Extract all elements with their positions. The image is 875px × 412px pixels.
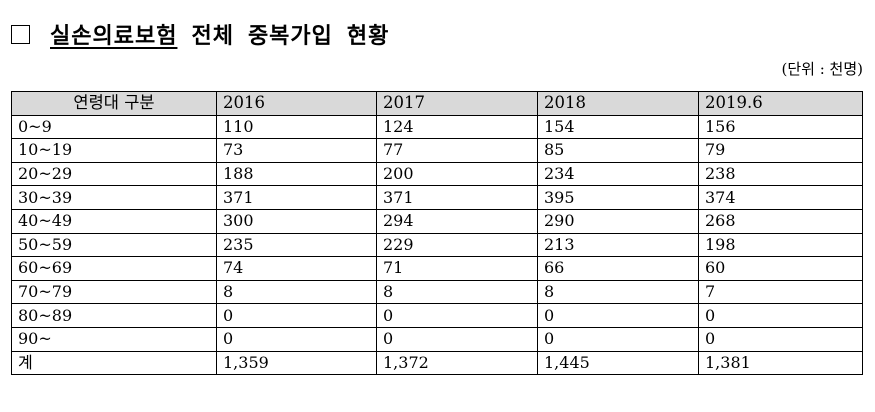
value-cell: 371 xyxy=(216,185,377,210)
table-row: 70~79 8 8 8 7 xyxy=(11,279,863,305)
value-cell: 1,381 xyxy=(698,350,863,376)
value-cell: 198 xyxy=(698,232,863,258)
value-cell: 213 xyxy=(537,232,699,258)
value-cell: 235 xyxy=(216,232,377,258)
age-group-cell: 90~ xyxy=(11,326,217,352)
value-cell: 1,372 xyxy=(376,350,538,376)
title-part-2: 전체 xyxy=(191,24,234,49)
table-header-row: 연령대 구분 2016 2017 2018 2019.6 xyxy=(11,91,863,116)
header-2016: 2016 xyxy=(216,91,377,116)
table-row: 10~19 73 77 85 79 xyxy=(11,138,863,163)
value-cell: 73 xyxy=(216,138,377,163)
age-group-cell: 80~89 xyxy=(11,303,217,328)
value-cell: 374 xyxy=(698,185,863,210)
table-row: 20~29 188 200 234 238 xyxy=(11,161,863,187)
value-cell: 124 xyxy=(376,114,538,140)
checkbox-square-icon xyxy=(11,24,30,44)
document-title: 실손의료보험 전체 중복가입 현황 xyxy=(50,18,389,50)
age-group-cell: 50~59 xyxy=(11,232,217,258)
value-cell: 71 xyxy=(376,256,538,281)
value-cell: 300 xyxy=(216,208,377,234)
value-cell: 0 xyxy=(698,303,863,328)
header-2017: 2017 xyxy=(376,91,538,116)
value-cell: 7 xyxy=(698,279,863,305)
value-cell: 294 xyxy=(376,208,538,234)
value-cell: 66 xyxy=(537,256,699,281)
value-cell: 0 xyxy=(537,326,699,352)
value-cell: 74 xyxy=(216,256,377,281)
value-cell: 0 xyxy=(698,326,863,352)
value-cell: 290 xyxy=(537,208,699,234)
title-row: 실손의료보험 전체 중복가입 현황 xyxy=(11,18,389,50)
value-cell: 85 xyxy=(537,138,699,163)
value-cell: 79 xyxy=(698,138,863,163)
value-cell: 234 xyxy=(537,161,699,187)
header-age-group: 연령대 구분 xyxy=(11,91,217,116)
value-cell: 268 xyxy=(698,208,863,234)
value-cell: 8 xyxy=(216,279,377,305)
unit-label: (단위 : 천명) xyxy=(781,60,864,78)
age-group-cell: 계 xyxy=(11,350,217,376)
value-cell: 200 xyxy=(376,161,538,187)
value-cell: 238 xyxy=(698,161,863,187)
value-cell: 0 xyxy=(216,326,377,352)
age-group-cell: 30~39 xyxy=(11,185,217,210)
table-row: 0~9 110 124 154 156 xyxy=(11,114,863,140)
value-cell: 371 xyxy=(376,185,538,210)
age-group-cell: 40~49 xyxy=(11,208,217,234)
value-cell: 154 xyxy=(537,114,699,140)
title-part-1: 실손의료보험 xyxy=(50,24,178,49)
value-cell: 1,445 xyxy=(537,350,699,376)
table-row: 계 1,359 1,372 1,445 1,381 xyxy=(11,350,863,376)
value-cell: 0 xyxy=(216,303,377,328)
value-cell: 60 xyxy=(698,256,863,281)
value-cell: 0 xyxy=(376,326,538,352)
title-part-3: 중복가입 xyxy=(247,24,333,49)
table-row: 40~49 300 294 290 268 xyxy=(11,208,863,234)
header-2019-6: 2019.6 xyxy=(698,91,863,116)
value-cell: 0 xyxy=(537,303,699,328)
value-cell: 0 xyxy=(376,303,538,328)
value-cell: 8 xyxy=(537,279,699,305)
age-group-cell: 10~19 xyxy=(11,138,217,163)
value-cell: 8 xyxy=(376,279,538,305)
value-cell: 77 xyxy=(376,138,538,163)
age-group-cell: 60~69 xyxy=(11,256,217,281)
age-group-cell: 20~29 xyxy=(11,161,217,187)
table-row: 30~39 371 371 395 374 xyxy=(11,185,863,210)
table-row: 60~69 74 71 66 60 xyxy=(11,256,863,281)
table-row: 90~ 0 0 0 0 xyxy=(11,326,863,352)
table-row: 80~89 0 0 0 0 xyxy=(11,303,863,328)
header-2018: 2018 xyxy=(537,91,699,116)
table-row: 50~59 235 229 213 198 xyxy=(11,232,863,258)
age-group-cell: 0~9 xyxy=(11,114,217,140)
value-cell: 229 xyxy=(376,232,538,258)
title-part-4: 현황 xyxy=(346,24,390,49)
value-cell: 156 xyxy=(698,114,863,140)
value-cell: 188 xyxy=(216,161,377,187)
data-table: 연령대 구분 2016 2017 2018 2019.6 0~9 110 124 15… xyxy=(11,91,863,376)
value-cell: 395 xyxy=(537,185,699,210)
value-cell: 1,359 xyxy=(216,350,377,376)
value-cell: 110 xyxy=(216,114,377,140)
age-group-cell: 70~79 xyxy=(11,279,217,305)
